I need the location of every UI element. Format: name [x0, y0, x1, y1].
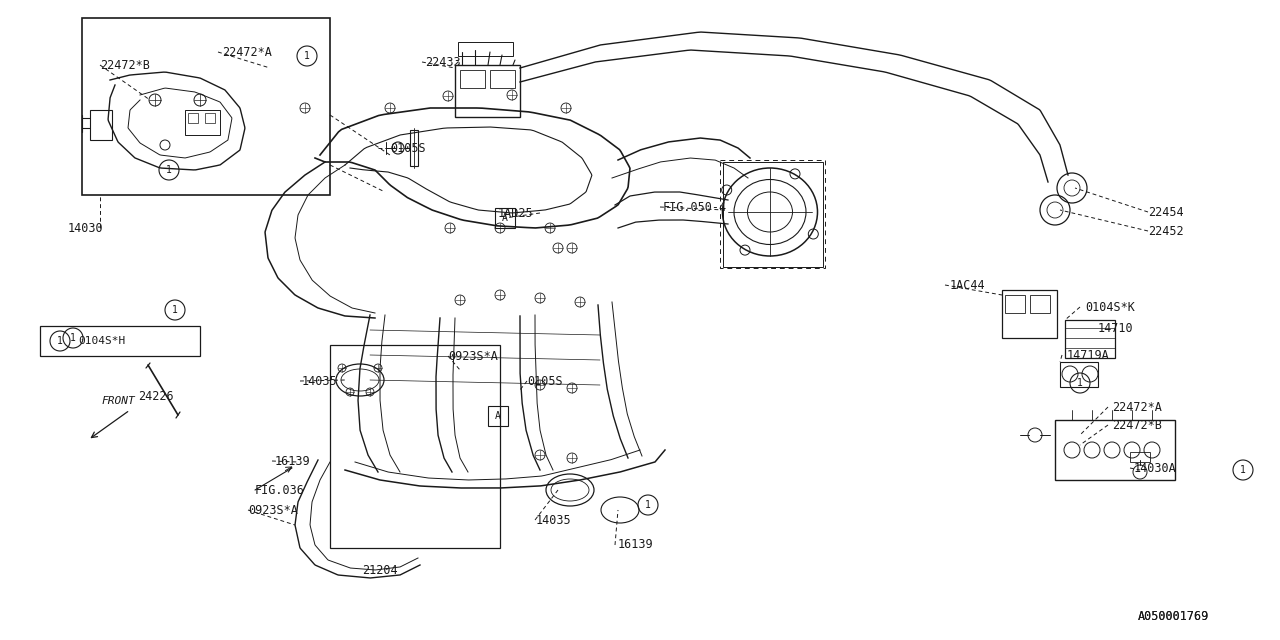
Text: FRONT: FRONT — [101, 396, 134, 406]
Bar — [490, 70, 515, 88]
Bar — [330, 345, 500, 548]
Text: 1AC44: 1AC44 — [950, 278, 986, 291]
Text: 14035: 14035 — [536, 513, 572, 527]
Text: 1: 1 — [166, 165, 172, 175]
Bar — [454, 65, 520, 117]
Text: A050001769: A050001769 — [1138, 609, 1210, 623]
Text: 1: 1 — [1240, 465, 1245, 475]
Text: 22472*A: 22472*A — [221, 45, 271, 58]
Text: 1: 1 — [172, 305, 178, 315]
Text: 21204: 21204 — [362, 563, 398, 577]
Text: 0105S: 0105S — [527, 374, 563, 387]
Text: FIG.050-4: FIG.050-4 — [663, 200, 727, 214]
Bar — [90, 110, 113, 140]
Text: 0923S*A: 0923S*A — [448, 349, 498, 362]
Text: 1: 1 — [1076, 378, 1083, 388]
Text: 14030: 14030 — [68, 221, 104, 234]
Bar — [40, 326, 200, 356]
Text: 16139: 16139 — [275, 454, 311, 467]
Text: FIG.036: FIG.036 — [255, 483, 305, 497]
Bar — [488, 406, 508, 426]
Bar — [1055, 420, 1175, 480]
Text: 1: 1 — [645, 500, 652, 510]
Bar — [1005, 295, 1025, 313]
Bar — [719, 160, 826, 268]
Bar — [723, 162, 823, 267]
Bar — [1130, 452, 1149, 462]
Bar — [188, 113, 198, 123]
Bar — [186, 110, 220, 135]
Text: A: A — [502, 213, 508, 223]
Text: 14035: 14035 — [302, 374, 338, 387]
Text: 1: 1 — [58, 336, 63, 346]
Bar — [82, 18, 330, 195]
Text: 14030A: 14030A — [1134, 461, 1176, 474]
Bar — [1030, 295, 1050, 313]
Text: 14719A: 14719A — [1068, 349, 1110, 362]
Text: 1AD25: 1AD25 — [498, 207, 534, 220]
Text: 22433: 22433 — [425, 56, 461, 68]
Text: 0104S*K: 0104S*K — [1085, 301, 1135, 314]
Bar — [1002, 290, 1057, 338]
Text: 1: 1 — [305, 51, 310, 61]
Text: 22454: 22454 — [1148, 205, 1184, 218]
Text: 0923S*A: 0923S*A — [248, 504, 298, 516]
Text: 1: 1 — [70, 333, 76, 343]
Text: 22472*B: 22472*B — [100, 58, 150, 72]
Text: 22472*A: 22472*A — [1112, 401, 1162, 413]
Text: 22452: 22452 — [1148, 225, 1184, 237]
Text: A050001769: A050001769 — [1138, 609, 1210, 623]
Bar — [1060, 362, 1098, 387]
Text: 0104S*H: 0104S*H — [78, 336, 125, 346]
Bar — [205, 113, 215, 123]
Text: 22472*B: 22472*B — [1112, 419, 1162, 431]
Bar — [458, 42, 513, 56]
Text: 0105S: 0105S — [390, 141, 426, 154]
Bar — [1065, 320, 1115, 358]
Bar — [460, 70, 485, 88]
Text: 16139: 16139 — [618, 538, 654, 552]
Text: 14710: 14710 — [1098, 321, 1134, 335]
Text: 24226: 24226 — [138, 390, 174, 403]
Bar — [410, 130, 419, 166]
Bar — [495, 208, 515, 228]
Text: A: A — [495, 411, 500, 421]
